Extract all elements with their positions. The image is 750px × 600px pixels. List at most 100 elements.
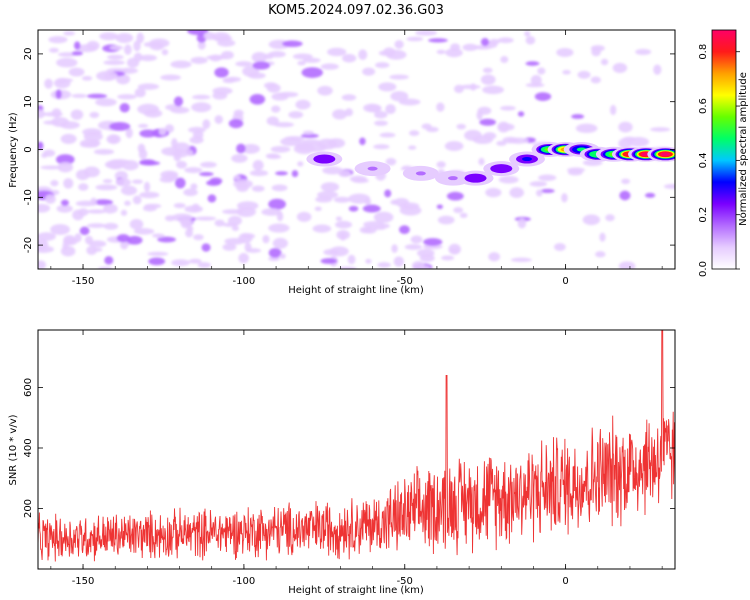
heat-blob	[63, 31, 76, 36]
heat-blob	[190, 56, 208, 64]
heat-blob	[152, 233, 165, 238]
heat-blob	[76, 44, 98, 53]
spectrogram-ylabel: Frequency (Hz)	[8, 112, 19, 188]
heat-blob	[600, 58, 609, 66]
colorbar-tick-label: 0.6	[698, 98, 709, 114]
heat-blob	[653, 64, 662, 75]
heat-blob	[60, 246, 76, 257]
heat-blob	[341, 94, 357, 101]
heat-blob	[115, 33, 134, 43]
heat-blob	[40, 165, 62, 170]
heat-blob	[102, 179, 113, 184]
heat-blob	[233, 109, 244, 117]
heat-blob	[103, 222, 119, 230]
heat-blob	[60, 133, 77, 144]
heat-blob	[359, 137, 366, 146]
heat-blob	[404, 244, 422, 250]
heat-blob	[422, 244, 443, 250]
heat-blob	[252, 160, 264, 171]
heat-blob	[222, 243, 237, 251]
y-tick-label: 20	[23, 48, 34, 61]
colorbar-label: Normalized spectral amplitude	[738, 72, 749, 226]
heat-blob	[450, 43, 461, 52]
heat-blob	[436, 161, 446, 168]
heat-blob	[98, 266, 113, 269]
ridge-cell-core	[496, 166, 507, 171]
heat-blob	[271, 184, 288, 192]
heat-blob	[132, 195, 142, 205]
heat-blob	[171, 259, 190, 267]
heat-blob	[497, 37, 514, 44]
x-tick-label: -50	[397, 576, 413, 587]
colorbar-tick-label: 0.2	[698, 207, 709, 223]
heat-blob	[645, 192, 656, 198]
heat-blob	[266, 116, 279, 126]
x-tick-label: -100	[233, 576, 256, 587]
x-tick-label: -100	[233, 276, 256, 287]
heat-blob	[609, 104, 617, 116]
heat-blob	[227, 215, 242, 226]
heat-blob	[149, 41, 164, 51]
ridge-cell-core	[448, 176, 459, 181]
heat-blob	[124, 44, 132, 55]
heat-blob	[279, 253, 286, 259]
heat-blob	[139, 54, 157, 62]
colorbar-tick-label: 0.0	[698, 261, 709, 277]
heat-blob	[119, 103, 130, 113]
heat-blob	[231, 154, 248, 163]
heat-blob	[49, 47, 59, 53]
heat-blob	[320, 182, 340, 192]
heat-blob	[231, 225, 240, 231]
heat-blob	[423, 238, 443, 246]
heat-blob	[138, 148, 148, 160]
heat-blob	[161, 49, 169, 56]
heat-blob	[348, 193, 371, 204]
heat-blob	[517, 111, 525, 117]
heat-blob	[71, 51, 83, 56]
heat-blob	[116, 234, 130, 243]
heat-blob	[398, 98, 421, 106]
heat-blob	[51, 117, 69, 127]
heat-blob	[436, 49, 446, 55]
heat-blob	[184, 167, 203, 174]
heat-blob	[224, 237, 245, 245]
heat-blob	[378, 82, 397, 92]
heat-blob	[143, 181, 151, 192]
heat-blob	[480, 38, 490, 47]
heat-blob	[88, 240, 107, 248]
heat-blob	[510, 257, 532, 263]
heat-blob	[489, 38, 500, 45]
heat-blob	[312, 224, 332, 233]
heat-blob	[338, 266, 357, 269]
heat-blob	[148, 257, 166, 266]
heat-blob	[517, 218, 527, 229]
heat-blob	[300, 133, 319, 138]
heat-blob	[496, 140, 507, 146]
heat-blob	[482, 67, 493, 74]
heat-blob	[317, 85, 333, 96]
heat-blob	[57, 162, 74, 173]
heat-blob	[478, 157, 485, 166]
spectrogram-heatmap	[38, 30, 675, 269]
heat-blob	[327, 47, 347, 57]
heat-blob	[335, 220, 353, 229]
heat-blob	[81, 75, 93, 81]
heat-blob	[173, 142, 190, 153]
heat-blob	[191, 102, 212, 113]
heat-blob	[120, 209, 128, 216]
heat-blob	[187, 225, 194, 232]
heat-blob	[63, 178, 74, 189]
heat-blob	[38, 141, 44, 151]
heat-blob	[362, 67, 376, 76]
heat-blob	[199, 172, 214, 177]
heat-blob	[502, 136, 518, 144]
heat-blob	[571, 114, 585, 119]
heat-blob	[107, 54, 124, 60]
heat-blob	[170, 60, 192, 69]
heat-blob	[384, 189, 392, 198]
x-tick-label: -50	[397, 276, 413, 287]
heat-blob	[104, 256, 114, 265]
heat-blob	[288, 111, 304, 119]
heat-blob	[133, 52, 143, 62]
heat-blob	[266, 83, 281, 93]
